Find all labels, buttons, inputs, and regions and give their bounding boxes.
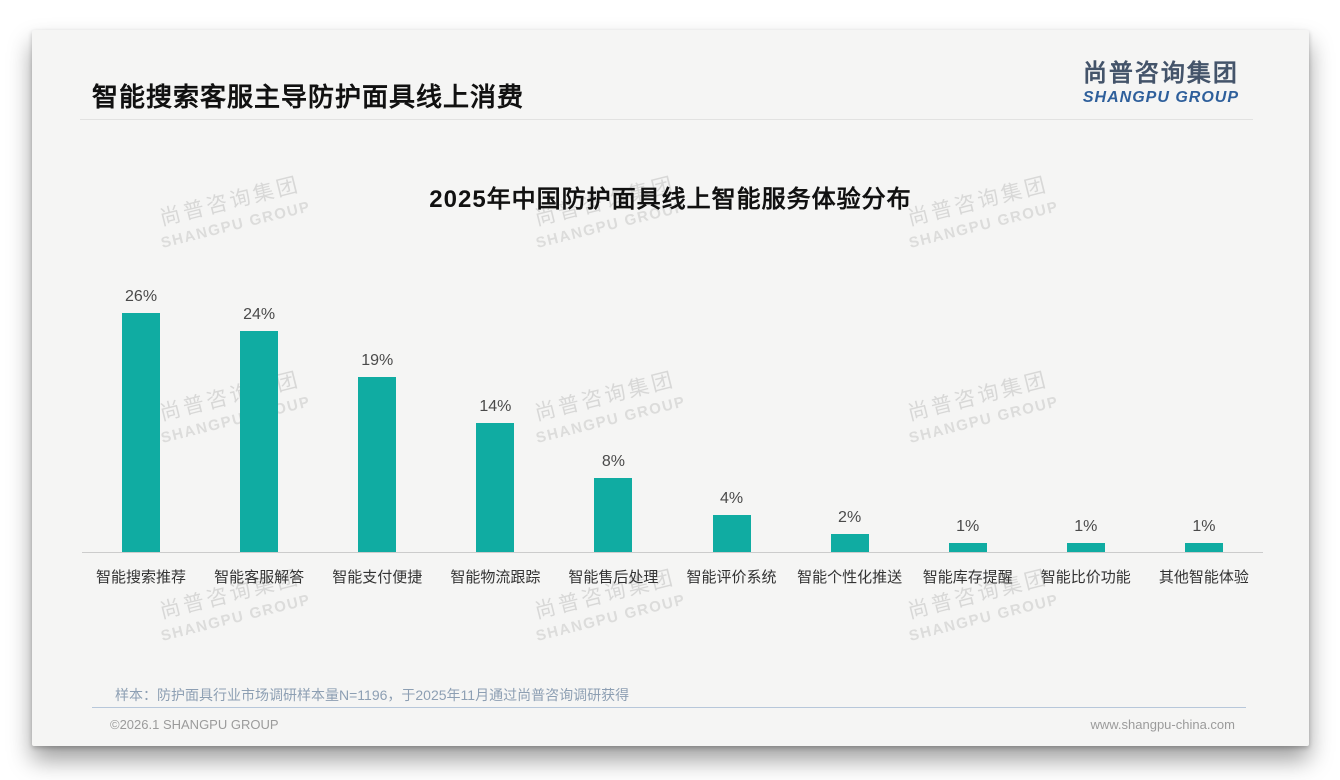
- bar-column: 2%: [791, 509, 909, 552]
- footer-divider: [92, 707, 1246, 708]
- sample-note: 样本：防护面具行业市场调研样本量N=1196，于2025年11月通过尚普咨询调研…: [115, 687, 630, 703]
- company-logo: 尚普咨询集团 SHANGPU GROUP: [1083, 53, 1239, 107]
- logo-english-text: SHANGPU GROUP: [1082, 89, 1239, 106]
- chart-title: 2025年中国防护面具线上智能服务体验分布: [429, 186, 912, 213]
- bar: [1184, 542, 1223, 552]
- category-label: 智能库存提醒: [922, 569, 1013, 586]
- category-label: 智能售后处理: [568, 569, 659, 586]
- bar: [594, 478, 633, 552]
- bar-value-label: 4%: [719, 490, 744, 508]
- bar: [358, 377, 397, 552]
- bar-column: 26%: [82, 288, 200, 552]
- logo-chinese-text: 尚普咨询集团: [1082, 60, 1239, 87]
- slide-card: 尚普咨询集团 SHANGPU GROUP 尚普咨询集团 SHANGPU GROUP 尚普…: [32, 30, 1309, 746]
- bar-value-label: 1%: [1192, 517, 1216, 535]
- bar: [240, 331, 279, 552]
- footer-copyright: ©2026.1 SHANGPU GROUP: [110, 717, 279, 732]
- bar-value-label: 1%: [956, 517, 980, 535]
- bar: [122, 312, 161, 552]
- bar: [830, 533, 869, 552]
- bar-column: 4%: [672, 490, 790, 552]
- bar: [476, 423, 515, 552]
- bar-value-label: 26%: [125, 287, 158, 305]
- footer-website: www.shangpu-china.com: [1090, 717, 1235, 732]
- category-axis-labels: 智能搜索推荐 智能客服解答 智能支付便捷 智能物流跟踪 智能售后处理 智能评价系统 智能个性…: [82, 553, 1263, 587]
- category-label: 其他智能体验: [1158, 569, 1249, 586]
- category-label: 智能评价系统: [686, 569, 777, 586]
- category-label: 智能客服解答: [214, 569, 305, 586]
- category-label: 智能搜索推荐: [96, 569, 187, 586]
- bar-column: 19%: [318, 352, 436, 552]
- bar-value-label: 19%: [361, 352, 394, 370]
- category-label: 智能个性化推送: [797, 569, 903, 586]
- bar-column: 1%: [909, 518, 1027, 552]
- bar-value-label: 2%: [838, 508, 862, 526]
- bar: [712, 515, 751, 552]
- category-label: 智能比价功能: [1040, 569, 1131, 586]
- slide-content: 智能搜索客服主导防护面具线上消费 尚普咨询集团 SHANGPU GROUP 20…: [32, 30, 1309, 746]
- category-label: 智能支付便捷: [332, 569, 423, 586]
- bar-column: 14%: [436, 398, 554, 552]
- bar-value-label: 14%: [479, 398, 512, 416]
- header-divider: [80, 119, 1253, 120]
- bar-chart: 26% 24% 19% 14% 8% 4% 2% 1% 1% 1% 智能搜索推荐 智能客服解答 智能支…: [82, 267, 1263, 586]
- bars-area: 26% 24% 19% 14% 8% 4% 2% 1% 1% 1%: [82, 267, 1263, 553]
- bar: [948, 542, 987, 552]
- category-label: 智能物流跟踪: [450, 569, 541, 586]
- page-title: 智能搜索客服主导防护面具线上消费: [92, 82, 525, 112]
- bar-column: 8%: [554, 453, 672, 552]
- bar-column: 1%: [1145, 518, 1263, 552]
- bar-value-label: 1%: [1074, 517, 1098, 535]
- bar-column: 24%: [200, 306, 318, 552]
- bar-column: 1%: [1027, 518, 1145, 552]
- bar-value-label: 24%: [243, 306, 276, 324]
- bar-value-label: 8%: [601, 453, 625, 471]
- bar: [1066, 542, 1105, 552]
